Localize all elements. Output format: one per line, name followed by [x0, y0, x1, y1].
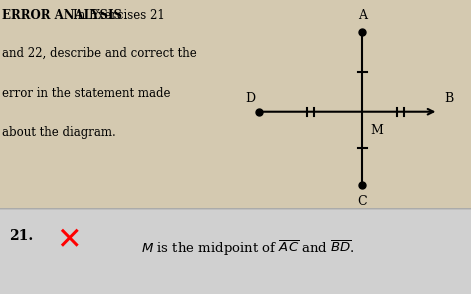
Text: M: M	[371, 124, 383, 137]
Text: $M$ is the midpoint of $\overline{AC}$ and $\overline{BD}$.: $M$ is the midpoint of $\overline{AC}$ a…	[141, 239, 355, 258]
FancyBboxPatch shape	[0, 209, 471, 294]
Text: error in the statement made: error in the statement made	[2, 87, 171, 100]
Text: ✕: ✕	[57, 226, 82, 255]
Text: In Exercises 21: In Exercises 21	[73, 9, 165, 22]
Text: and 22, describe and correct the: and 22, describe and correct the	[2, 47, 197, 60]
Text: B: B	[444, 92, 453, 105]
Text: ERROR ANALYSIS: ERROR ANALYSIS	[2, 9, 122, 22]
Text: about the diagram.: about the diagram.	[2, 126, 116, 139]
Text: C: C	[357, 195, 367, 208]
Text: A: A	[358, 9, 367, 22]
Text: 21.: 21.	[9, 229, 33, 243]
Text: D: D	[245, 92, 255, 105]
